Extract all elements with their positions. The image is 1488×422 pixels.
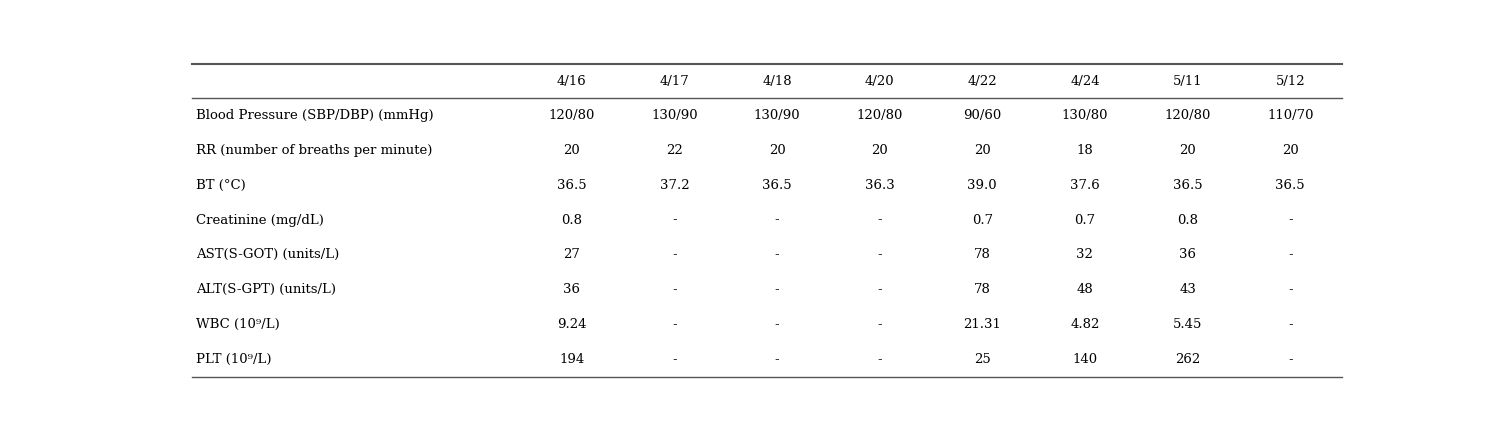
Text: -: - — [775, 283, 780, 296]
Text: 48: 48 — [1076, 283, 1094, 296]
Text: -: - — [673, 214, 677, 227]
Text: 120/80: 120/80 — [1165, 109, 1211, 122]
Text: -: - — [1289, 318, 1293, 331]
Text: -: - — [878, 283, 882, 296]
Text: 20: 20 — [872, 144, 888, 157]
Text: -: - — [1289, 353, 1293, 366]
Text: 36.5: 36.5 — [762, 179, 792, 192]
Text: 5.45: 5.45 — [1173, 318, 1202, 331]
Text: -: - — [878, 249, 882, 261]
Text: Creatinine (mg/dL): Creatinine (mg/dL) — [196, 214, 324, 227]
Text: 110/70: 110/70 — [1266, 109, 1314, 122]
Text: -: - — [1289, 249, 1293, 261]
Text: 0.8: 0.8 — [561, 214, 582, 227]
Text: -: - — [1289, 214, 1293, 227]
Text: 90/60: 90/60 — [963, 109, 1001, 122]
Text: -: - — [878, 318, 882, 331]
Text: 20: 20 — [769, 144, 786, 157]
Text: -: - — [673, 283, 677, 296]
Text: 130/90: 130/90 — [652, 109, 698, 122]
Text: 20: 20 — [1178, 144, 1196, 157]
Text: 194: 194 — [559, 353, 585, 366]
Text: 0.7: 0.7 — [1074, 214, 1095, 227]
Text: 20: 20 — [1281, 144, 1299, 157]
Text: 36: 36 — [1178, 249, 1196, 261]
Text: 4/20: 4/20 — [865, 75, 894, 87]
Text: 5/12: 5/12 — [1275, 75, 1305, 87]
Text: -: - — [775, 214, 780, 227]
Text: 20: 20 — [975, 144, 991, 157]
Text: 120/80: 120/80 — [857, 109, 903, 122]
Text: ALT(S-GPT) (units/L): ALT(S-GPT) (units/L) — [196, 283, 336, 296]
Text: 32: 32 — [1076, 249, 1094, 261]
Text: WBC (10⁹/L): WBC (10⁹/L) — [196, 318, 280, 331]
Text: 78: 78 — [973, 249, 991, 261]
Text: 43: 43 — [1178, 283, 1196, 296]
Text: 36.5: 36.5 — [557, 179, 586, 192]
Text: 36.5: 36.5 — [1173, 179, 1202, 192]
Text: 18: 18 — [1076, 144, 1094, 157]
Text: 4/17: 4/17 — [659, 75, 689, 87]
Text: -: - — [775, 353, 780, 366]
Text: 36.3: 36.3 — [865, 179, 894, 192]
Text: 130/80: 130/80 — [1061, 109, 1109, 122]
Text: 21.31: 21.31 — [963, 318, 1001, 331]
Text: AST(S-GOT) (units/L): AST(S-GOT) (units/L) — [196, 249, 339, 261]
Text: 36: 36 — [564, 283, 580, 296]
Text: 78: 78 — [973, 283, 991, 296]
Text: -: - — [878, 214, 882, 227]
Text: 4/22: 4/22 — [967, 75, 997, 87]
Text: -: - — [673, 318, 677, 331]
Text: 4/16: 4/16 — [557, 75, 586, 87]
Text: -: - — [673, 353, 677, 366]
Text: 5/11: 5/11 — [1173, 75, 1202, 87]
Text: 120/80: 120/80 — [549, 109, 595, 122]
Text: 27: 27 — [564, 249, 580, 261]
Text: 0.7: 0.7 — [972, 214, 992, 227]
Text: PLT (10⁹/L): PLT (10⁹/L) — [196, 353, 272, 366]
Text: 140: 140 — [1073, 353, 1098, 366]
Text: 4.82: 4.82 — [1070, 318, 1100, 331]
Text: -: - — [775, 249, 780, 261]
Text: -: - — [673, 249, 677, 261]
Text: 130/90: 130/90 — [754, 109, 801, 122]
Text: 37.6: 37.6 — [1070, 179, 1100, 192]
Text: RR (number of breaths per minute): RR (number of breaths per minute) — [196, 144, 433, 157]
Text: 0.8: 0.8 — [1177, 214, 1198, 227]
Text: 37.2: 37.2 — [659, 179, 689, 192]
Text: -: - — [775, 318, 780, 331]
Text: -: - — [878, 353, 882, 366]
Text: -: - — [1289, 283, 1293, 296]
Text: 25: 25 — [975, 353, 991, 366]
Text: 4/18: 4/18 — [762, 75, 792, 87]
Text: 36.5: 36.5 — [1275, 179, 1305, 192]
Text: 39.0: 39.0 — [967, 179, 997, 192]
Text: 9.24: 9.24 — [557, 318, 586, 331]
Text: Blood Pressure (SBP/DBP) (mmHg): Blood Pressure (SBP/DBP) (mmHg) — [196, 109, 434, 122]
Text: 4/24: 4/24 — [1070, 75, 1100, 87]
Text: 20: 20 — [564, 144, 580, 157]
Text: 22: 22 — [667, 144, 683, 157]
Text: BT (°C): BT (°C) — [196, 179, 246, 192]
Text: 262: 262 — [1176, 353, 1201, 366]
